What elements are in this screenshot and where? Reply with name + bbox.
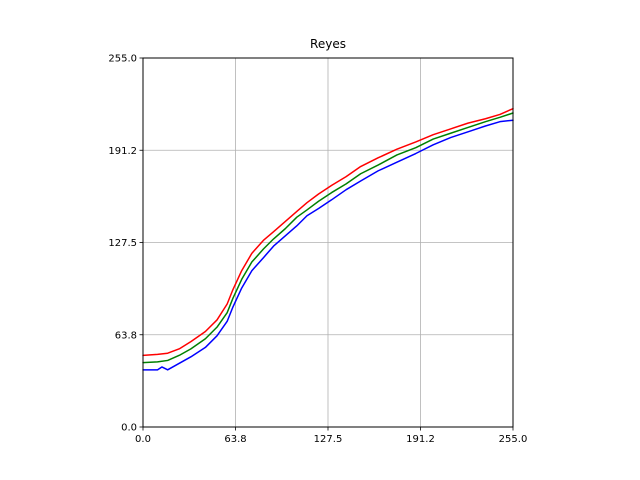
axis-ticks: 0.0 63.8 127.5 191.2 255.0 0.0 63.8 127.5 191.2 2… (108, 54, 527, 446)
series-lines (142, 107, 514, 371)
y-tick-label: 0.0 (121, 423, 137, 434)
x-tick-label: 63.8 (224, 434, 246, 445)
x-tick-label: 127.5 (314, 434, 343, 445)
series-line-1 (142, 107, 514, 357)
y-tick-label: 255.0 (108, 54, 137, 65)
x-tick-label: 255.0 (499, 434, 528, 445)
y-tick-label: 63.8 (115, 330, 137, 341)
grid (142, 57, 514, 428)
y-tick-label: 191.2 (108, 146, 137, 157)
chart-title: Reyes (310, 37, 346, 51)
series-line-2 (142, 112, 514, 364)
series-line-3 (142, 119, 514, 371)
x-tick-label: 191.2 (406, 434, 435, 445)
y-tick-label: 127.5 (108, 238, 137, 249)
x-tick-label: 0.0 (135, 434, 151, 445)
